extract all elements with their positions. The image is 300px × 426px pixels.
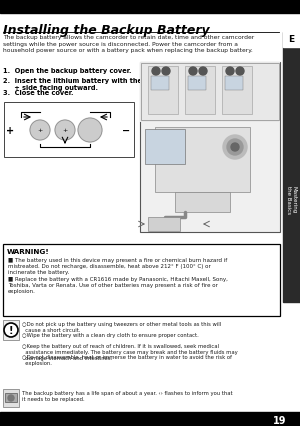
Bar — [185, 67, 215, 115]
Text: E: E — [288, 35, 295, 43]
Circle shape — [4, 323, 18, 337]
Circle shape — [227, 140, 243, 155]
Bar — [148, 218, 180, 231]
Bar — [4, 103, 134, 158]
Bar — [3, 320, 19, 340]
Circle shape — [30, 121, 50, 141]
Circle shape — [55, 121, 75, 141]
Circle shape — [8, 395, 14, 401]
Bar — [283, 33, 300, 302]
Text: Installing the Backup Battery: Installing the Backup Battery — [3, 24, 210, 37]
Text: +: + — [6, 126, 14, 136]
Text: The backup battery has a life span of about a year. ‹› flashes to inform you tha: The backup battery has a life span of ab… — [22, 390, 233, 401]
Bar — [140, 63, 280, 233]
Text: +: + — [62, 128, 68, 133]
Bar — [225, 77, 243, 91]
Circle shape — [226, 68, 234, 76]
Text: !: ! — [9, 325, 13, 335]
Bar — [188, 77, 206, 91]
Circle shape — [199, 68, 207, 76]
Circle shape — [152, 68, 160, 76]
Bar — [3, 389, 19, 407]
Circle shape — [231, 144, 239, 152]
Text: ○Keep the battery out of reach of children. If it is swallowed, seek medical
  a: ○Keep the battery out of reach of childr… — [22, 343, 238, 360]
Bar — [3, 245, 280, 316]
Bar — [283, 30, 300, 48]
Bar — [140, 63, 280, 123]
Text: ■ Replace the battery with a CR1616 made by Panasonic, Hitachi Maxell, Sony,
Tos: ■ Replace the battery with a CR1616 made… — [8, 276, 228, 294]
Bar — [151, 77, 169, 91]
Circle shape — [78, 119, 102, 143]
Bar — [145, 130, 185, 164]
Text: ○Wipe the battery with a clean dry cloth to ensure proper contact.: ○Wipe the battery with a clean dry cloth… — [22, 332, 199, 337]
Bar — [222, 67, 252, 115]
Bar — [5, 393, 17, 402]
Circle shape — [223, 136, 247, 160]
Bar — [155, 128, 250, 193]
Text: 2.  Insert the lithium battery with the
     + side facing outward.: 2. Insert the lithium battery with the +… — [3, 78, 142, 91]
Circle shape — [162, 68, 170, 76]
Text: 3.  Close the cover.: 3. Close the cover. — [3, 90, 74, 96]
Text: Mastering
the Basics: Mastering the Basics — [286, 185, 297, 213]
Text: WARNING!: WARNING! — [7, 248, 50, 254]
Text: ○Do not disassemble, heat or immerse the battery in water to avoid the risk of
 : ○Do not disassemble, heat or immerse the… — [22, 354, 232, 366]
Bar — [0, 412, 300, 426]
Text: 1.  Open the backup battery cover.: 1. Open the backup battery cover. — [3, 68, 131, 74]
Text: The backup battery allows the camcorder to retain date, time and other camcorder: The backup battery allows the camcorder … — [3, 35, 254, 53]
Circle shape — [236, 68, 244, 76]
Bar — [0, 0, 300, 14]
Bar — [175, 193, 230, 213]
Text: +: + — [38, 128, 43, 133]
Text: −: − — [122, 126, 130, 136]
Text: 19: 19 — [272, 415, 286, 425]
Bar — [148, 67, 178, 115]
Circle shape — [189, 68, 197, 76]
Bar — [141, 64, 279, 121]
Text: ○Do not pick up the battery using tweezers or other metal tools as this will
  c: ○Do not pick up the battery using tweeze… — [22, 321, 221, 332]
Text: ■ The battery used in this device may present a fire or chemical burn hazard if
: ■ The battery used in this device may pr… — [8, 257, 227, 275]
